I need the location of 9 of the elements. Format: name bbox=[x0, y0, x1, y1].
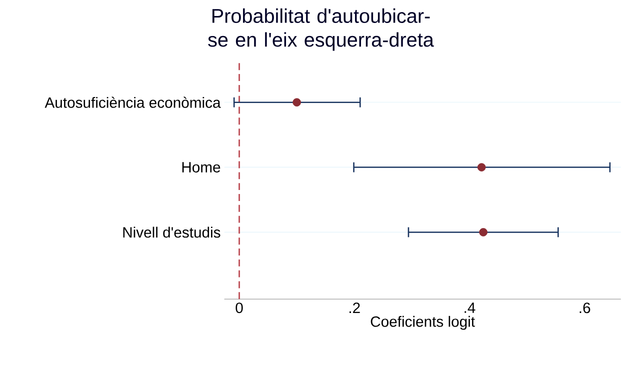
y-tick-label: Home bbox=[182, 162, 220, 173]
chart-title: Probabilitat d'autoubicar-se en l'eix esquerra-dreta bbox=[208, 8, 434, 51]
y-tick-label: Nivell d'estudis bbox=[123, 226, 220, 238]
x-tick-label: .2 bbox=[350, 302, 360, 314]
y-tick-label: Autosuficiència econòmica bbox=[44, 96, 221, 108]
x-tick-label: .6 bbox=[580, 302, 590, 314]
x-axis-title: Coeficients logit bbox=[370, 316, 475, 330]
x-tick-label: 0 bbox=[236, 302, 243, 314]
x-tick-label: .4 bbox=[464, 302, 476, 313]
